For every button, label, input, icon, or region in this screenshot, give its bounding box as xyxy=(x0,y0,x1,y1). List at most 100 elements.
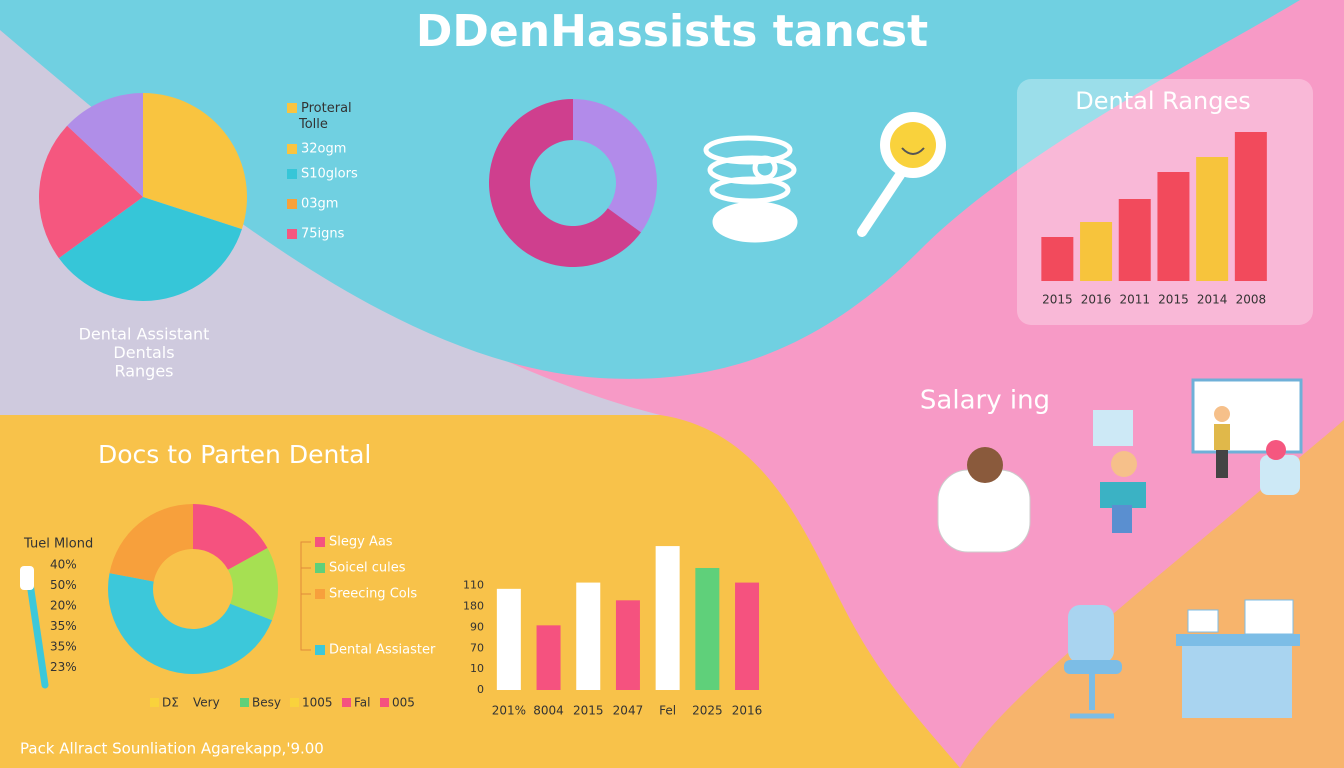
mirror-tool xyxy=(857,112,946,237)
chart-title: Dental Ranges xyxy=(1075,87,1250,115)
side-value: 20% xyxy=(50,599,77,613)
bar xyxy=(695,567,720,690)
chair xyxy=(1064,605,1122,719)
x-tick-label: 2015 xyxy=(1042,293,1073,307)
side-value: 50% xyxy=(50,578,77,592)
legend-label: 75igns xyxy=(301,227,345,242)
legend-label: 005 xyxy=(392,696,415,710)
legend-label: 1005 xyxy=(302,696,333,710)
legend-swatch xyxy=(287,229,297,239)
legend-label: Fal xyxy=(354,696,371,710)
x-tick-label: 2011 xyxy=(1119,293,1150,307)
toothbrush xyxy=(20,566,49,689)
x-tick-label: 2047 xyxy=(613,704,644,718)
legend-swatch xyxy=(315,563,325,573)
bg-grey xyxy=(0,30,660,415)
chart-title: Docs to Parten Dental xyxy=(98,440,371,469)
pie-slice xyxy=(107,573,273,674)
pie-slice xyxy=(58,197,242,302)
x-tick-label: 2016 xyxy=(1081,293,1112,307)
coin-stack xyxy=(703,135,798,243)
legend-swatch xyxy=(315,537,325,547)
legend-label: Dental Assiaster xyxy=(329,643,436,658)
legend-swatch xyxy=(290,698,299,707)
legend-swatch xyxy=(287,169,297,179)
footer: Pack Allract Sounliation Agarekapp,'9.00 xyxy=(20,740,324,758)
legend-bracket xyxy=(300,541,311,651)
bar xyxy=(1080,222,1113,281)
bar xyxy=(615,600,640,690)
bar xyxy=(536,625,561,690)
caption: Ranges xyxy=(114,362,173,381)
y-tick-label: 90 xyxy=(470,620,484,633)
pie-slice xyxy=(228,548,278,621)
desk xyxy=(1176,599,1300,718)
x-tick-label: 2015 xyxy=(573,704,604,718)
bar xyxy=(1234,132,1267,281)
legend-line: Tolle xyxy=(298,117,328,132)
dentist xyxy=(937,447,1031,553)
pie-slice xyxy=(67,93,143,197)
caption: Dentals xyxy=(113,343,174,362)
side-value: 40% xyxy=(50,558,77,572)
legend-swatch xyxy=(380,698,389,707)
x-tick-label: 2025 xyxy=(692,704,723,718)
legend-label: Soicel cules xyxy=(329,561,406,576)
pie-slice xyxy=(573,99,657,233)
x-tick-label: 8004 xyxy=(533,704,564,718)
legend-label: Sreecing Cols xyxy=(329,587,417,602)
bar xyxy=(1118,199,1151,281)
shelf xyxy=(1191,378,1303,495)
pie-slice xyxy=(488,99,641,268)
legend-label: 03gm xyxy=(301,197,338,212)
page-title: DDenHassists tancst xyxy=(416,6,928,57)
pie-slice xyxy=(193,504,268,570)
bar xyxy=(496,588,521,690)
x-tick-label: 2016 xyxy=(732,704,763,718)
y-tick-label: 10 xyxy=(470,662,484,675)
x-tick-label: 201% xyxy=(492,704,526,718)
legend-swatch xyxy=(287,199,297,209)
assistant xyxy=(1093,410,1146,533)
legend-label: Very xyxy=(193,696,220,710)
y-tick-label: 180 xyxy=(463,600,484,613)
legend-swatch xyxy=(342,698,351,707)
bar xyxy=(1196,157,1229,281)
legend-label: 32ogm xyxy=(301,142,346,157)
bar xyxy=(1041,237,1074,281)
pie-slice xyxy=(39,125,143,259)
legend-label: Proteral Tolle xyxy=(298,101,352,132)
bg-yellow xyxy=(0,415,960,768)
heading: Salary ing xyxy=(920,386,1050,416)
x-tick-label: Fel xyxy=(659,704,676,718)
legend-swatch xyxy=(315,645,325,655)
bar xyxy=(735,582,760,690)
legend-label: DΣ xyxy=(162,696,179,710)
legend-label: Besy xyxy=(252,696,281,710)
caption: Dental Assistant xyxy=(79,325,210,344)
x-tick-label: 2015 xyxy=(1158,293,1189,307)
x-tick-label: 2008 xyxy=(1236,293,1267,307)
bar xyxy=(655,546,680,690)
bar xyxy=(576,582,601,690)
legend-swatch xyxy=(150,698,159,707)
y-tick-label: 0 xyxy=(477,683,484,696)
legend-label: S10glors xyxy=(301,167,358,182)
y-tick-label: 70 xyxy=(470,641,484,654)
pie-slice xyxy=(109,504,193,582)
legend-swatch xyxy=(240,698,249,707)
legend-swatch xyxy=(315,589,325,599)
x-tick-label: 2014 xyxy=(1197,293,1228,307)
legend-label: Slegy Aas xyxy=(329,535,393,550)
legend-line: Proteral xyxy=(301,101,352,116)
bar xyxy=(1157,172,1190,281)
side-value: 35% xyxy=(50,619,77,633)
pie-slice xyxy=(143,93,247,230)
side-value: 23% xyxy=(50,660,77,674)
legend-swatch xyxy=(287,103,297,113)
side-value: 35% xyxy=(50,640,77,654)
side-label: Tuel Mlond xyxy=(23,537,93,552)
y-tick-label: 110 xyxy=(463,579,484,592)
legend-swatch xyxy=(287,144,297,154)
